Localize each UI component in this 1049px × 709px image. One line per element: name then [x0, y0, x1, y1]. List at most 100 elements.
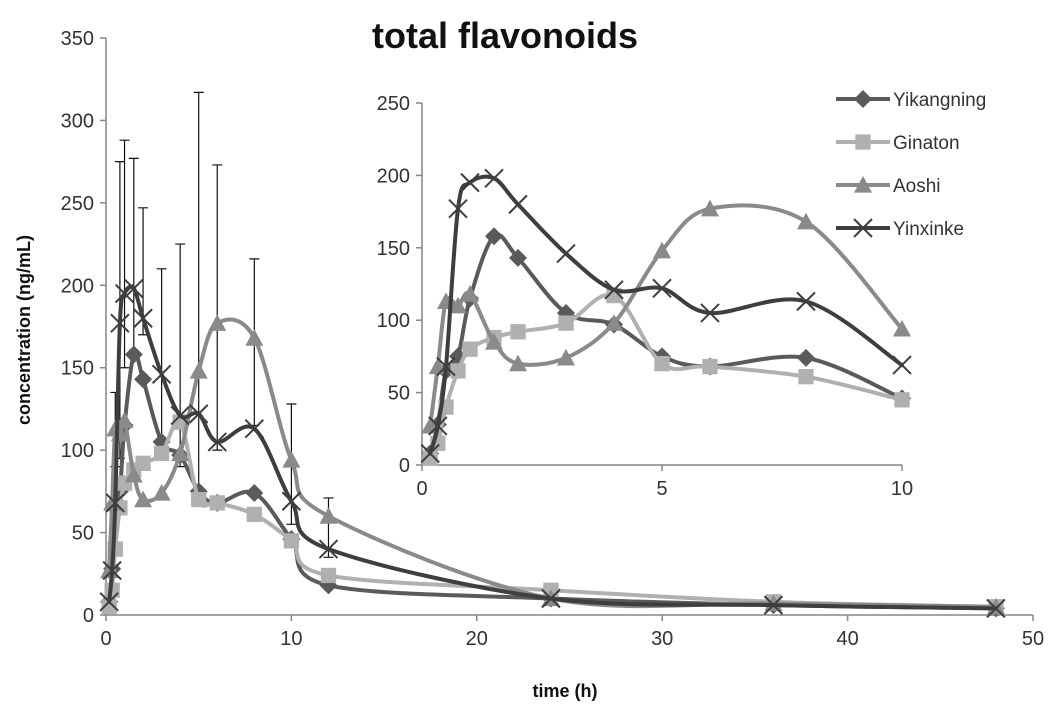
main-point-yinxinke: [151, 364, 172, 385]
main-point-yinxinke: [110, 313, 130, 333]
inset-point-yinxinke: [420, 443, 440, 464]
main-y-tick-label: 150: [61, 358, 94, 380]
main-point-yinxinke: [541, 588, 561, 609]
inset-y-tick-label: 250: [377, 93, 410, 115]
inset-point-yinxinke: [460, 172, 480, 193]
main-point-yikangning: [124, 345, 143, 364]
main-error-bar: [119, 139, 130, 369]
inset-point-aoshi: [605, 314, 623, 331]
inset-point-ginaton: [450, 363, 466, 379]
inset-x-tick-label: 5: [656, 478, 667, 500]
main-x-tick-label: 10: [280, 628, 302, 650]
legend-label-ginaton: Ginaton: [893, 133, 960, 154]
inset-y-tick-label: 0: [399, 455, 410, 477]
inset-point-yikangning: [797, 348, 815, 367]
main-point-aoshi: [245, 329, 264, 346]
main-error-bar: [212, 164, 223, 451]
inset-y-tick-label: 50: [388, 383, 410, 405]
main-point-yinxinke: [114, 283, 135, 304]
inset-point-yinxinke: [428, 416, 448, 436]
inset-x-tick-label: 10: [891, 478, 913, 500]
main-y-tick-label: 350: [61, 28, 94, 50]
legend-marker-yikangning: [854, 90, 872, 108]
inset-point-ginaton: [654, 355, 670, 372]
main-point-aoshi: [134, 490, 153, 508]
legend-marker-aoshi: [854, 176, 872, 193]
main-y-tick-label: 0: [83, 605, 94, 627]
inset-y-tick-label: 200: [377, 165, 410, 187]
main-point-yinxinke: [763, 595, 784, 615]
legend-label-yinxinke: Yinxinke: [893, 219, 964, 240]
inset-point-aoshi: [701, 199, 719, 217]
main-point-ginaton: [101, 599, 117, 615]
inset-x-tick-label: 0: [416, 478, 427, 500]
inset-point-ginaton: [462, 341, 478, 357]
inset-series-line-yinxinke: [428, 174, 904, 456]
main-x-tick-label: 0: [100, 628, 111, 650]
main-point-ginaton: [135, 455, 151, 471]
main-point-aoshi: [189, 362, 208, 379]
inset-point-yinxinke: [700, 303, 720, 323]
legend-label-aoshi: Aoshi: [893, 176, 941, 197]
inset-point-ginaton: [702, 358, 718, 375]
y-axis-label: concentration (ng/mL): [14, 235, 34, 425]
main-point-ginaton: [283, 533, 300, 549]
main-point-aoshi: [124, 465, 143, 483]
inset-point-aoshi: [557, 348, 575, 366]
main-point-yinxinke: [281, 491, 302, 511]
main-y-tick-label: 50: [72, 523, 94, 545]
legend-marker-yinxinke: [853, 218, 873, 238]
inset-point-ginaton: [510, 324, 526, 340]
main-point-ginaton: [246, 506, 262, 523]
main-point-ginaton: [191, 491, 207, 508]
inset-point-yinxinke: [436, 356, 456, 377]
main-x-tick-label: 50: [1022, 628, 1044, 650]
main-x-tick-label: 30: [651, 628, 673, 650]
main-point-yikangning: [134, 370, 153, 389]
main-y-tick-label: 100: [61, 440, 94, 462]
inset-point-yinxinke: [796, 291, 816, 312]
chart-legend: Yikangning Ginaton Aoshi Yinxinke: [836, 90, 986, 240]
inset-point-yinxinke: [508, 194, 528, 215]
legend-marker-ginaton: [855, 134, 871, 150]
inset-y-tick-label: 100: [377, 310, 410, 332]
main-point-aoshi: [152, 484, 171, 501]
inset-point-aoshi: [653, 241, 671, 259]
inset-point-aoshi: [893, 319, 911, 337]
inset-point-ginaton: [558, 315, 574, 331]
main-point-aoshi: [115, 411, 134, 429]
inset-point-yinxinke: [484, 168, 504, 189]
x-axis-label: time (h): [533, 681, 598, 701]
main-point-yinxinke: [188, 404, 209, 424]
main-y-tick-label: 300: [61, 110, 94, 132]
inset-point-aoshi: [485, 332, 503, 350]
main-error-bar: [193, 91, 204, 492]
main-point-aoshi: [208, 314, 227, 331]
inset-point-yinxinke: [892, 355, 912, 375]
main-x-tick-label: 40: [836, 628, 858, 650]
main-series-line-ginaton: [107, 418, 998, 609]
main-point-yinxinke: [105, 493, 125, 513]
inset-plot-area: 0 50 100 150 200 250 0 5 10: [377, 93, 914, 500]
main-point-yikangning: [245, 484, 264, 503]
inset-point-aoshi: [449, 296, 467, 314]
main-point-yinxinke: [133, 308, 153, 328]
main-point-yinxinke: [102, 560, 122, 581]
main-point-ginaton: [153, 445, 170, 462]
inset-point-yikangning: [509, 248, 527, 267]
inset-y-tick-label: 150: [377, 238, 410, 260]
inset-point-ginaton: [894, 392, 910, 408]
main-point-yinxinke: [244, 419, 265, 439]
inset-point-aoshi: [797, 212, 815, 230]
main-point-yinxinke: [170, 405, 190, 426]
main-error-bar: [128, 157, 139, 352]
main-y-tick-label: 250: [61, 193, 94, 215]
inset-point-yinxinke: [604, 280, 624, 300]
main-point-yinxinke: [99, 592, 119, 612]
main-point-aoshi: [171, 444, 190, 462]
main-point-yinxinke: [318, 539, 339, 559]
legend-label-yikangning: Yikangning: [893, 90, 986, 111]
